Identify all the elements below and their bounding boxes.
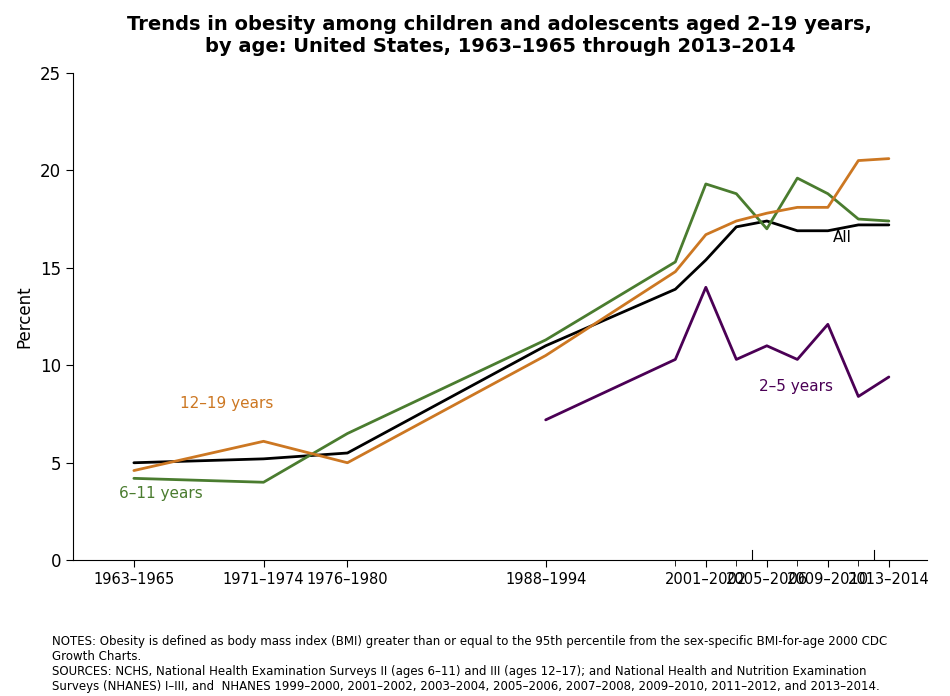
Text: 6–11 years: 6–11 years: [119, 486, 202, 501]
Text: NOTES: Obesity is defined as body mass index (BMI) greater than or equal to the : NOTES: Obesity is defined as body mass i…: [52, 635, 887, 693]
Text: All: All: [832, 230, 851, 246]
Text: 12–19 years: 12–19 years: [180, 396, 273, 411]
Text: 2–5 years: 2–5 years: [759, 379, 833, 394]
Y-axis label: Percent: Percent: [15, 285, 33, 348]
Title: Trends in obesity among children and adolescents aged 2–19 years,
by age: United: Trends in obesity among children and ado…: [127, 15, 872, 56]
